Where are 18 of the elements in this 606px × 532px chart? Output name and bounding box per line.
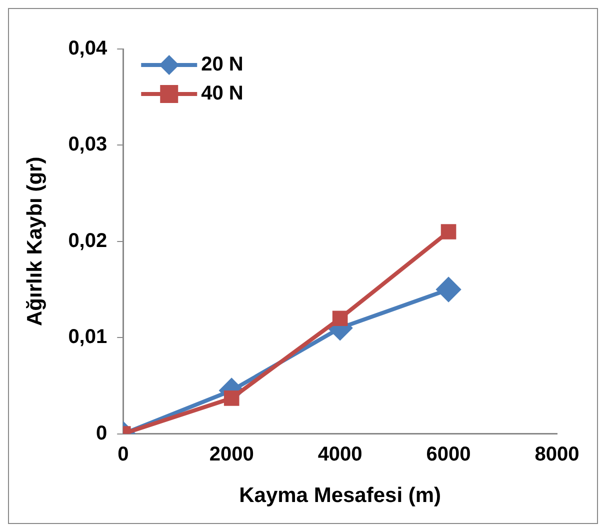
y-tick-label: 0 (96, 422, 108, 444)
x-tick-label: 4000 (318, 443, 362, 466)
point (440, 224, 456, 240)
y-tick-label: 0,02 (68, 230, 108, 252)
x-tick-label: 8000 (534, 443, 580, 466)
y-tick-label: 0,03 (68, 134, 108, 156)
x-tick-label: 0 (118, 443, 129, 466)
y-tick-label: 0,04 (68, 38, 108, 60)
legend-label: 20 N (201, 54, 244, 76)
x-tick-label: 6000 (426, 443, 471, 466)
point (224, 390, 240, 406)
x-tick-label: 2000 (209, 443, 254, 466)
y-tick-label: 0,01 (68, 326, 108, 348)
x-axis-title: Kayma Mesafesi (m) (239, 484, 442, 508)
legend-label: 40 N (201, 82, 244, 105)
point (436, 278, 461, 302)
y-axis-title: Ağırlık Kaybı (gr) (23, 156, 46, 326)
point (332, 310, 348, 326)
